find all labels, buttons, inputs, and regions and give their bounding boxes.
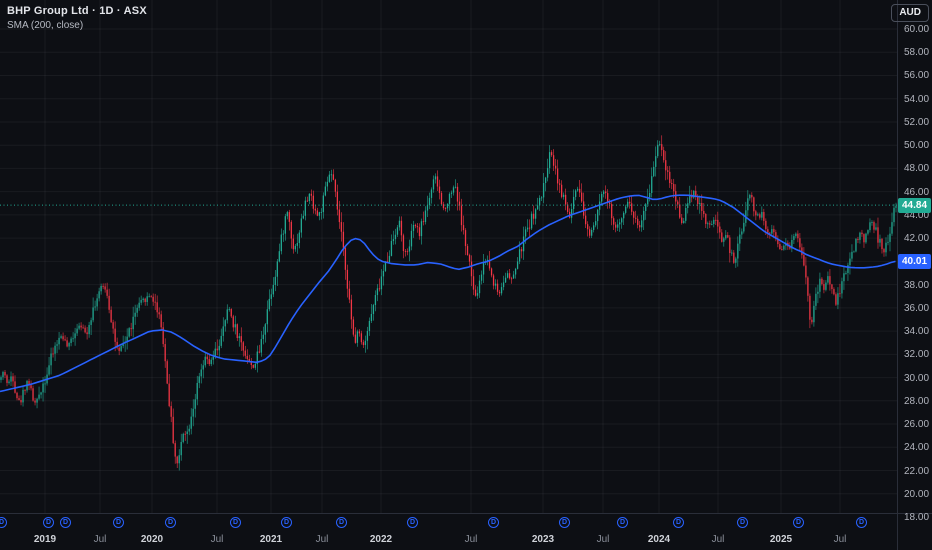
time-tick-label: 2020 — [140, 534, 164, 545]
grid-layer — [0, 0, 897, 513]
candles-layer — [0, 135, 897, 471]
time-tick-label: 2023 — [531, 534, 555, 545]
price-tick-label: 30.00 — [904, 372, 930, 384]
time-tick-label: 2021 — [259, 534, 283, 545]
dividend-marker[interactable]: D — [336, 517, 347, 528]
symbol-title[interactable]: BHP Group Ltd · 1D · ASX — [7, 5, 147, 17]
sma-value-tag: 40.01 — [898, 254, 931, 269]
price-tick-label: 34.00 — [904, 326, 930, 338]
price-tick-label: 38.00 — [904, 279, 930, 291]
indicator-label[interactable]: SMA (200, close) — [7, 20, 84, 31]
price-tick-label: 36.00 — [904, 302, 930, 314]
chart-legend: BHP Group Ltd · 1D · ASX SMA (200, close… — [7, 5, 147, 31]
time-tick-label: 2024 — [647, 534, 671, 545]
time-tick-label: Jul — [833, 534, 847, 545]
time-tick-label: Jul — [315, 534, 329, 545]
last-price-tag: 44.84 — [898, 198, 931, 213]
price-tick-label: 22.00 — [904, 465, 930, 477]
dividend-marker[interactable]: D — [281, 517, 292, 528]
price-tick-label: 54.00 — [904, 93, 930, 105]
dividend-marker[interactable]: D — [673, 517, 684, 528]
dividend-marker[interactable]: D — [113, 517, 124, 528]
dividend-marker[interactable]: D — [617, 517, 628, 528]
time-axis[interactable]: 2019 Jul 2020 Jul 2021 Jul 2022 Jul 2023 Jul 2024 J… — [0, 513, 932, 550]
time-tick-label: Jul — [711, 534, 725, 545]
dividend-marker[interactable]: D — [60, 517, 71, 528]
dividend-marker[interactable]: D — [43, 517, 54, 528]
currency-button[interactable]: AUD — [891, 4, 929, 22]
price-tick-label: 42.00 — [904, 233, 930, 245]
time-tick-label: Jul — [464, 534, 478, 545]
dividend-marker[interactable]: D — [737, 517, 748, 528]
price-tick-label: 26.00 — [904, 419, 930, 431]
dividend-marker[interactable]: D — [488, 517, 499, 528]
price-tick-label: 52.00 — [904, 116, 930, 128]
price-tick-label: 44.00 — [904, 209, 930, 221]
price-tick-label: 46.00 — [904, 186, 930, 198]
time-tick-label: 2019 — [33, 534, 57, 545]
price-tick-label: 20.00 — [904, 488, 930, 500]
dividend-marker[interactable]: D — [559, 517, 570, 528]
dividend-marker[interactable]: D — [230, 517, 241, 528]
time-tick-label: 2025 — [769, 534, 793, 545]
time-tick-label: Jul — [93, 534, 107, 545]
time-tick-label: Jul — [596, 534, 610, 545]
dividend-marker[interactable]: D — [856, 517, 867, 528]
price-tick-label: 50.00 — [904, 140, 930, 152]
price-tick-label: 18.00 — [904, 511, 930, 523]
price-tick-label: 28.00 — [904, 395, 930, 407]
dividend-marker[interactable]: D — [0, 517, 7, 528]
sma-line — [0, 194, 896, 393]
price-tick-label: 24.00 — [904, 442, 930, 454]
price-tick-label: 56.00 — [904, 70, 930, 82]
price-tick-label: 58.00 — [904, 47, 930, 59]
dividend-marker[interactable]: D — [407, 517, 418, 528]
time-tick-label: Jul — [210, 534, 224, 545]
price-tick-label: 32.00 — [904, 349, 930, 361]
price-tick-label: 48.00 — [904, 163, 930, 175]
dividend-marker[interactable]: D — [165, 517, 176, 528]
price-axis[interactable]: 60.00 58.00 56.00 54.00 52.00 50.00 48.00 46.00… — [897, 0, 932, 523]
time-tick-label: 2022 — [369, 534, 393, 545]
price-tick-label: 60.00 — [904, 24, 930, 35]
dividend-marker[interactable]: D — [793, 517, 804, 528]
